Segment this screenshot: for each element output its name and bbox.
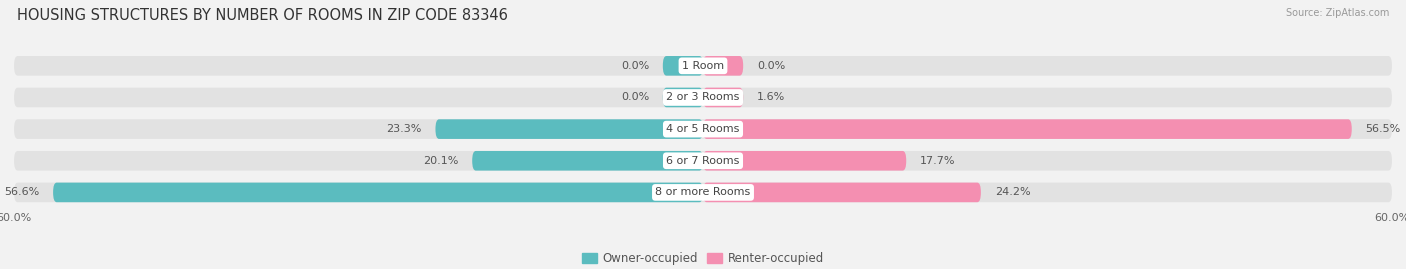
FancyBboxPatch shape (703, 119, 1351, 139)
Text: 0.0%: 0.0% (756, 61, 785, 71)
Text: 24.2%: 24.2% (994, 187, 1031, 197)
Text: 8 or more Rooms: 8 or more Rooms (655, 187, 751, 197)
FancyBboxPatch shape (662, 56, 703, 76)
Text: 0.0%: 0.0% (621, 93, 650, 102)
FancyBboxPatch shape (14, 119, 1392, 139)
Text: 4 or 5 Rooms: 4 or 5 Rooms (666, 124, 740, 134)
FancyBboxPatch shape (14, 56, 1392, 76)
FancyBboxPatch shape (472, 151, 703, 171)
Text: 56.6%: 56.6% (4, 187, 39, 197)
Text: Source: ZipAtlas.com: Source: ZipAtlas.com (1285, 8, 1389, 18)
FancyBboxPatch shape (14, 151, 1392, 171)
Text: 0.0%: 0.0% (621, 61, 650, 71)
FancyBboxPatch shape (703, 88, 744, 107)
FancyBboxPatch shape (53, 183, 703, 202)
FancyBboxPatch shape (703, 56, 744, 76)
FancyBboxPatch shape (14, 88, 1392, 107)
Text: 1 Room: 1 Room (682, 61, 724, 71)
Text: 56.5%: 56.5% (1365, 124, 1400, 134)
Text: 6 or 7 Rooms: 6 or 7 Rooms (666, 156, 740, 166)
FancyBboxPatch shape (662, 88, 703, 107)
FancyBboxPatch shape (436, 119, 703, 139)
Text: HOUSING STRUCTURES BY NUMBER OF ROOMS IN ZIP CODE 83346: HOUSING STRUCTURES BY NUMBER OF ROOMS IN… (17, 8, 508, 23)
FancyBboxPatch shape (703, 151, 907, 171)
Text: 2 or 3 Rooms: 2 or 3 Rooms (666, 93, 740, 102)
Text: 1.6%: 1.6% (756, 93, 785, 102)
Text: 17.7%: 17.7% (920, 156, 956, 166)
FancyBboxPatch shape (703, 183, 981, 202)
Legend: Owner-occupied, Renter-occupied: Owner-occupied, Renter-occupied (582, 252, 824, 265)
Text: 20.1%: 20.1% (423, 156, 458, 166)
FancyBboxPatch shape (14, 183, 1392, 202)
Text: 23.3%: 23.3% (387, 124, 422, 134)
